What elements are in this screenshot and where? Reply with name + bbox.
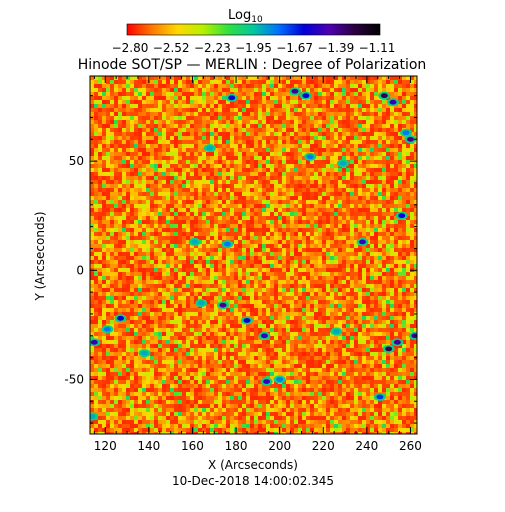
y-axis-label: Y (Arcseconds) — [33, 211, 47, 301]
polarization-patch — [306, 154, 314, 160]
heatmap-patches — [90, 87, 417, 421]
x-tick-label: 220 — [312, 439, 335, 453]
y-axis: -50 0 50 — [64, 95, 417, 424]
polarization-patch — [359, 239, 366, 245]
polarization-patch — [243, 318, 251, 323]
colorbar-tick-label: −2.80 — [112, 41, 149, 55]
x-tick-label: 240 — [355, 439, 378, 453]
polarization-patch — [260, 333, 268, 339]
colorbar-tick-label: −2.52 — [153, 41, 190, 55]
chart-subtitle: 10-Dec-2018 14:00:02.345 — [172, 474, 334, 488]
chart-title: Hinode SOT/SP — MERLIN : Degree of Polar… — [78, 57, 427, 73]
x-tick-label: 160 — [181, 439, 204, 453]
polarization-patch — [332, 329, 340, 334]
colorbar-label: Log10 — [228, 8, 263, 25]
polarization-patch — [376, 394, 384, 400]
x-tick-label: 260 — [399, 439, 422, 453]
y-tick-label: 50 — [69, 154, 84, 168]
colorbar-tick-label: −1.95 — [235, 41, 272, 55]
x-tick-label: 200 — [268, 439, 291, 453]
plot-frame — [89, 75, 418, 435]
x-tick-label: 120 — [94, 439, 117, 453]
polarization-patch — [385, 346, 393, 352]
plot-area: 120 140 160 180 200 220 240 260 -50 0 50 — [64, 75, 422, 453]
polarization-patch — [389, 99, 397, 105]
colorbar-tick-label: −1.39 — [317, 41, 354, 55]
colorbar-tick-label: −1.11 — [359, 41, 396, 55]
polarization-patch — [393, 339, 401, 345]
colorbar-tick-label: −1.67 — [276, 41, 313, 55]
polarization-patch — [339, 160, 347, 166]
colorbar-ticks: −2.80 −2.52 −2.23 −1.95 −1.67 −1.39 −1.11 — [112, 41, 396, 55]
y-tick-label: 0 — [76, 263, 84, 277]
x-tick-label: 140 — [137, 439, 160, 453]
polarization-patch — [406, 136, 414, 142]
polarization-patch — [302, 93, 310, 99]
polarization-patch — [402, 130, 410, 136]
y-tick-label: -50 — [64, 372, 84, 386]
polarization-patch — [90, 339, 98, 345]
polarization-patch — [219, 302, 227, 308]
polarization-patch — [276, 377, 284, 382]
polarization-patch — [291, 88, 299, 94]
x-axis: 120 140 160 180 200 220 240 260 — [94, 76, 422, 453]
polarization-patch — [117, 315, 125, 321]
polarization-patch — [191, 239, 199, 245]
polarization-patch — [206, 145, 214, 151]
polarization-patch — [398, 213, 406, 219]
colorbar: Log10 −2.80 −2.52 −2.23 −1.95 −1.67 −1.39 −1.1… — [112, 8, 396, 55]
polarization-patch — [263, 379, 271, 385]
polarization-patch — [223, 241, 231, 247]
polarization-patch — [228, 95, 236, 101]
colorbar-tick-label: −2.23 — [194, 41, 231, 55]
heatmap-noise — [90, 76, 417, 434]
x-axis-label: X (Arcseconds) — [208, 458, 298, 472]
polarization-patch — [197, 300, 205, 306]
x-tick-label: 180 — [225, 439, 248, 453]
polarization-patch — [103, 326, 111, 332]
polarization-patch — [380, 93, 388, 99]
colorbar-scale — [126, 23, 381, 36]
polarization-patch — [141, 350, 148, 356]
polarization-patch — [90, 414, 96, 419]
